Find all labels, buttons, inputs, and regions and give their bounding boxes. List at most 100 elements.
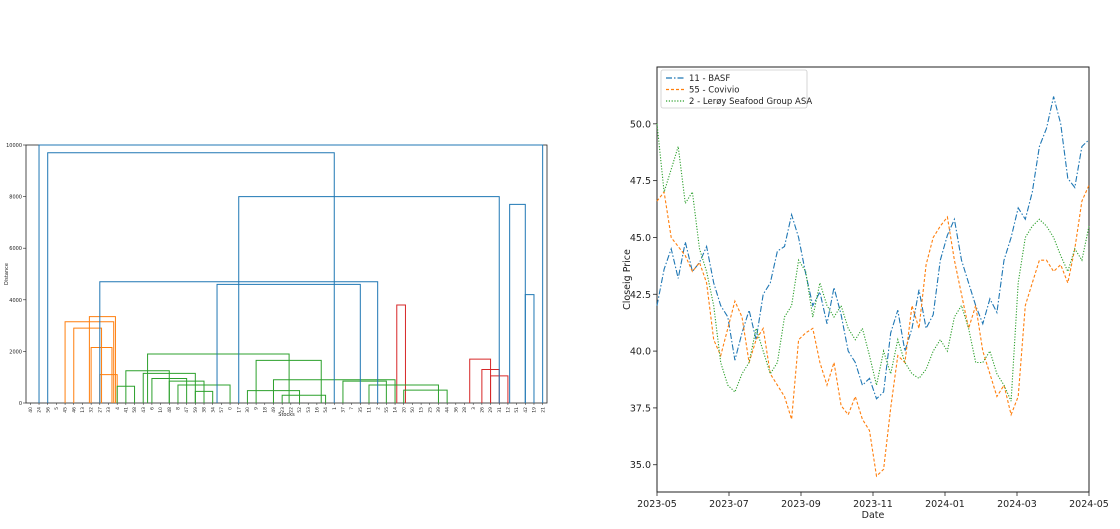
- dendrogram-leaf-label: 45: [63, 407, 69, 413]
- dendrogram-leaf-label: 47: [184, 407, 190, 413]
- line-y-tick-label: 35.0: [630, 460, 651, 471]
- dendrogram-leaf-label: 37: [341, 407, 347, 413]
- dendrogram-leaf-label: 8: [176, 407, 182, 410]
- price-line-chart: 35.0 37.5 40.0 42.5 45.0 47.5 50.0 2023-05 2023-…: [622, 66, 1109, 521]
- dendrogram-leaf-label: 40: [28, 407, 34, 413]
- line-x-tick-label: 2023-05: [637, 499, 677, 510]
- dendrogram-leaf-label: 16: [314, 407, 320, 413]
- dendrogram-leaf-label: 58: [132, 407, 138, 413]
- dendrogram-leaf-label: 52: [297, 407, 303, 413]
- dendrogram-leaf-label: 21: [540, 407, 546, 413]
- dendrogram-leaf-label: 49: [271, 407, 277, 413]
- dendrogram-link: [73, 327, 103, 403]
- dendrogram-y-tick-label: 2000: [9, 349, 22, 355]
- dendrogram-leaf-label: 44: [445, 407, 451, 413]
- dendrogram-link: [469, 358, 492, 403]
- dendrogram-leaf-label: 54: [323, 407, 329, 413]
- dendrogram-link: [151, 377, 188, 403]
- line-x-tick-label: 2023-07: [709, 499, 749, 510]
- line-x-tick-label: 2024-03: [997, 499, 1037, 510]
- legend-label-1: 55 - Covivio: [689, 86, 739, 96]
- dendrogram-link: [116, 385, 136, 403]
- dendrogram-leaf-label: 35: [358, 407, 364, 413]
- dendrogram-leaf-label: 55: [384, 407, 390, 413]
- dendrogram-link: [38, 144, 544, 403]
- dendrogram-leaf-label: 28: [462, 407, 468, 413]
- dendrogram-leaf-label: 13: [80, 407, 86, 413]
- dendrogram-leaf-label: 59: [193, 407, 199, 413]
- dendrogram-y-tick-label: 8000: [9, 195, 22, 201]
- dendrogram-link: [509, 203, 526, 403]
- dendrogram-leaf-label: 22: [288, 407, 294, 413]
- line-x-tick-label: 2024-05: [1069, 499, 1109, 510]
- dendrogram-leaf-label: 30: [245, 407, 251, 413]
- dendrogram-leaf-label: 38: [202, 407, 208, 413]
- dendrogram-leaf-label: 11: [367, 407, 373, 413]
- dendrogram-leaf-label: 14: [393, 407, 399, 413]
- dendrogram-leaf-label: 33: [106, 407, 112, 413]
- series-line-1: [656, 184, 1090, 478]
- dendrogram-plot-frame: [25, 144, 548, 404]
- dendrogram-leaf-label: 24: [37, 407, 43, 413]
- dendrogram-y-tick-label: 10000: [6, 143, 22, 149]
- legend-label-0: 11 - BASF: [689, 74, 730, 84]
- dendrogram-leaf-label: 20: [401, 407, 407, 413]
- dendrogram-link: [342, 380, 387, 403]
- dendrogram-link: [142, 372, 196, 403]
- dendrogram-leaf-label: 39: [436, 407, 442, 413]
- dendrogram-link: [99, 374, 118, 403]
- dendrogram-link: [47, 152, 335, 403]
- dendrogram-leaf-label: 23: [280, 407, 286, 413]
- dendrogram-link: [238, 196, 500, 403]
- dendrogram-link: [216, 283, 361, 403]
- dendrogram-leaf-label: 7: [349, 407, 355, 410]
- dendrogram-leaf-label: 18: [262, 407, 268, 413]
- dendrogram-link: [255, 359, 322, 403]
- dendrogram-leaf-label: 32: [89, 407, 95, 413]
- legend-box: [660, 69, 808, 109]
- dendrogram-link: [396, 304, 406, 403]
- dendrogram-link: [147, 353, 290, 403]
- dendrogram-leaf-label: 43: [141, 407, 147, 413]
- line-y-tick-label: 40.0: [630, 347, 651, 358]
- dendrogram-leaf-label: 27: [97, 407, 103, 413]
- dendrogram-link: [177, 384, 231, 403]
- series-line-0: [656, 96, 1090, 400]
- dendrogram-leaf-label: 6: [150, 407, 156, 410]
- dendrogram-leaf-label: 3: [471, 407, 477, 410]
- dendrogram-leaf-label: 56: [45, 407, 51, 413]
- line-x-axis-label: Date: [862, 510, 885, 521]
- dendrogram-leaf-label: 15: [419, 407, 425, 413]
- dendrogram-link: [99, 281, 379, 403]
- dendrogram-link: [524, 294, 535, 403]
- legend-label-2: 2 - Lerøy Seafood Group ASA: [689, 97, 812, 107]
- line-y-tick-label: 45.0: [630, 233, 651, 244]
- dendrogram-leaf-label: 50: [410, 407, 416, 413]
- dendrogram-leaf-label: 51: [514, 407, 520, 413]
- dendrogram-link: [281, 394, 327, 403]
- dendrogram-leaf-label: 1: [332, 407, 338, 410]
- dendrogram-y-axis-label: Distance: [4, 263, 10, 285]
- dendrogram-leaf-label: 25: [427, 407, 433, 413]
- dendrogram-leaf-label: 9: [254, 407, 260, 410]
- dendrogram-leaf-label: 26: [479, 407, 485, 413]
- series-line-2: [656, 123, 1090, 402]
- dendrogram-leaf-label: 42: [523, 407, 529, 413]
- dendrogram-link: [368, 384, 439, 403]
- dendrogram-leaf-label: 4: [115, 407, 121, 410]
- dendrogram-y-tick-label: 6000: [9, 246, 22, 252]
- line-y-tick-label: 50.0: [630, 119, 651, 130]
- dendrogram-leaf-label: 34: [210, 407, 216, 413]
- dendrogram-leaf-label: 10: [158, 407, 164, 413]
- dendrogram-leaf-label: 19: [532, 407, 538, 413]
- dendrogram-link: [90, 347, 113, 403]
- line-y-tick-label: 42.5: [630, 290, 651, 301]
- dendrogram-leaf-label: 41: [123, 407, 129, 413]
- dendrogram-leaf-label: 53: [306, 407, 312, 413]
- dendrogram-leaf-label: 48: [167, 407, 173, 413]
- dendrogram-leaf-label: 5: [54, 407, 60, 410]
- line-x-tick-label: 2023-11: [853, 499, 893, 510]
- dendrogram-leaf-label: 57: [219, 407, 225, 413]
- dendrogram-y-tick-label: 0: [19, 401, 22, 407]
